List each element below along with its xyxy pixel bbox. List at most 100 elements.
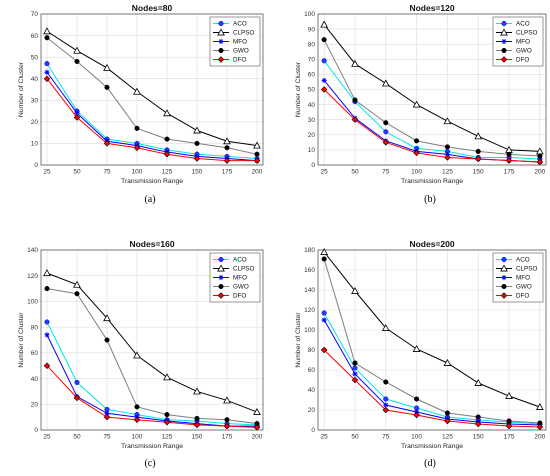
legend-marker-gwo [218,283,224,290]
chart-panel-2: 0 10 20 30 40 50 60 70 80 90 100 25 50 75 100 125 150 175… [295,3,547,205]
plot-frame [317,249,547,431]
legend: ACO CLPSO MFO GWO DFO [492,16,544,67]
data-point-dfo [474,155,482,163]
data-point-dfo [253,157,261,164]
data-point-gwo [134,125,140,131]
x-tick-label: 150 [192,434,203,441]
y-tick-label: 0 [311,162,315,169]
x-tick-label: 175 [504,434,515,441]
data-point-clpso [73,280,81,288]
data-point-clpso [223,396,231,404]
y-tick-label: 80 [308,347,316,354]
data-point-aco [352,365,358,371]
data-point-gwo [321,37,327,43]
y-tick-label: 20 [31,119,39,126]
series-line-aco [46,63,258,160]
data-point-clpso [474,132,483,140]
chart-title: Nodes=120 [409,3,454,13]
y-tick-label: 70 [31,11,39,18]
data-point-dfo [444,154,451,161]
legend-marker-dfo [500,292,508,299]
y-tick-label: 0 [311,427,315,434]
data-point-clpso [412,344,421,352]
data-point-gwo [254,151,260,157]
x-tick-label: 150 [192,169,203,176]
data-point-clpso [133,87,141,95]
data-point-dfo [223,422,231,430]
legend-label-clpso: CLPSO [233,266,254,273]
legend-marker-dfo [500,56,508,63]
data-point-dfo [163,150,171,158]
data-point-clpso [535,402,544,410]
series-line-clpso [323,24,540,152]
series-line-mfo [46,71,258,162]
legend-label-mfo: MFO [233,39,247,46]
legend-label-gwo: GWO [233,284,249,291]
legend-marker-clpso [217,28,225,36]
data-point-gwo [194,140,200,146]
data-point-gwo [134,404,140,410]
panel-caption: (d) [424,458,436,469]
data-point-gwo [444,144,450,150]
chart-panel-3: 0 20 40 60 80 100 120 140 25 50 75 100 125 150 175 200 N… [18,239,264,469]
data-point-dfo [103,140,111,147]
x-tick-label: 125 [442,169,453,176]
data-point-gwo [537,153,543,159]
x-tick-label: 25 [43,169,51,176]
legend-label-gwo: GWO [233,48,249,55]
series-line-gwo [323,258,540,424]
legend-marker-clpso [500,28,508,36]
x-tick-label: 100 [132,434,143,441]
data-point-clpso [381,323,390,331]
y-tick-label: 160 [304,267,315,274]
data-point-aco [321,58,327,64]
data-point-dfo [351,376,359,384]
x-tick-label: 25 [43,434,51,441]
x-axis-label: Transmission Range [121,443,183,450]
y-tick-label: 140 [304,287,315,294]
legend: ACO CLPSO MFO GWO DFO [209,16,261,67]
series-line-gwo [323,39,540,157]
y-tick-label: 100 [304,327,315,334]
data-point-gwo [506,151,512,157]
x-tick-label: 75 [103,434,111,441]
data-point-gwo [104,84,110,90]
data-point-clpso [253,407,261,415]
data-point-gwo [104,337,110,343]
data-point-gwo [194,415,200,421]
data-point-dfo [536,158,544,166]
chart-title: Nodes=160 [129,239,174,249]
y-tick-label: 10 [308,147,316,154]
data-point-gwo [444,410,450,416]
data-point-clpso [193,126,201,134]
data-point-dfo [223,157,231,164]
data-point-gwo [352,360,358,366]
data-point-dfo [382,139,390,146]
data-point-clpso [43,269,51,277]
data-point-clpso [253,141,261,149]
y-tick-label: 40 [31,376,39,383]
data-point-gwo [352,97,358,103]
y-tick-label: 180 [304,247,315,254]
data-point-gwo [475,414,481,420]
data-point-dfo [320,86,328,93]
data-point-dfo [43,75,51,82]
data-point-dfo [193,155,201,162]
series-line-clpso [46,30,258,147]
y-tick-label: 30 [308,117,316,124]
y-tick-label: 60 [31,350,39,357]
y-axis-label: Number of Cluster [18,61,25,117]
data-point-clpso [443,117,452,125]
y-axis-label: Number of Cluster [295,61,302,117]
x-tick-label: 200 [252,434,263,441]
x-tick-label: 125 [162,434,173,441]
data-point-dfo [73,114,81,121]
legend-marker-aco [501,20,507,27]
data-point-mfo [104,410,110,416]
series-line-dfo [46,365,258,428]
x-tick-label: 100 [411,169,422,176]
data-point-dfo [536,423,544,431]
data-point-gwo [74,291,80,297]
legend-label-dfo: DFO [516,57,529,64]
legend-label-mfo: MFO [516,275,530,282]
